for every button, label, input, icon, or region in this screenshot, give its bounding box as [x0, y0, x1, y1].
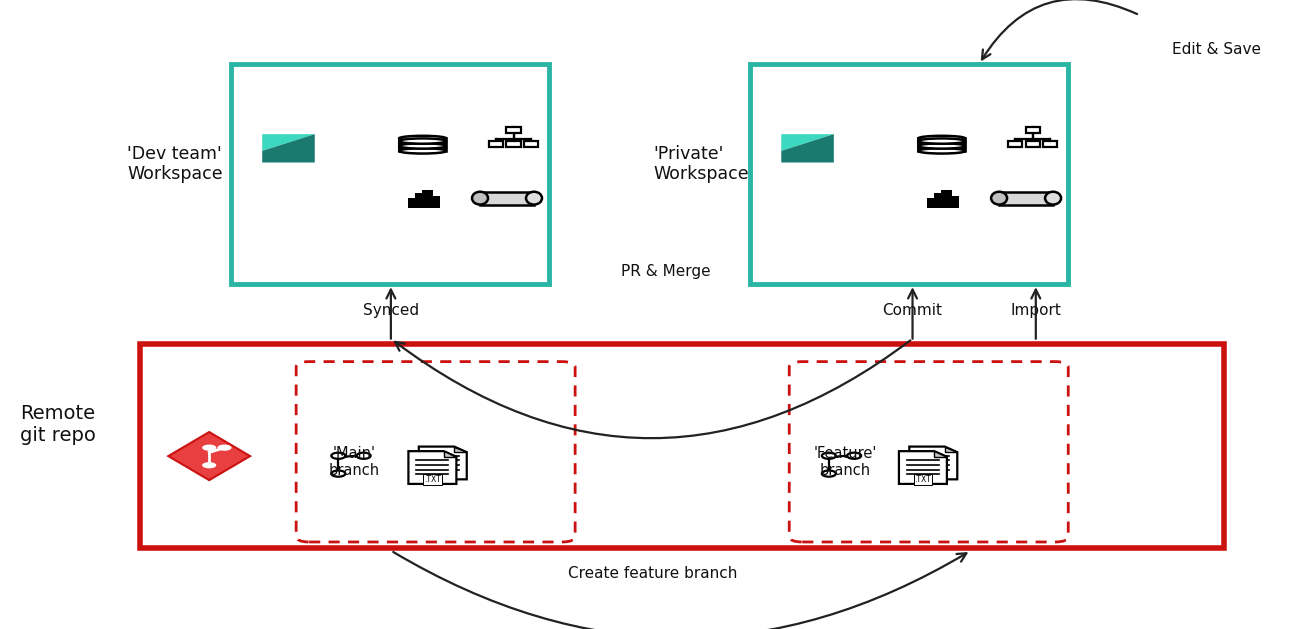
- Bar: [1008, 141, 1023, 147]
- Circle shape: [202, 462, 217, 469]
- Ellipse shape: [400, 146, 447, 151]
- Polygon shape: [168, 432, 249, 480]
- Bar: [918, 143, 965, 146]
- Text: 'Main'
branch: 'Main' branch: [329, 445, 380, 478]
- Text: 'Dev team'
Workspace: 'Dev team' Workspace: [128, 145, 223, 184]
- Text: 'Feature'
branch: 'Feature' branch: [814, 445, 876, 478]
- Bar: [415, 193, 426, 208]
- Polygon shape: [944, 447, 957, 452]
- Polygon shape: [419, 447, 466, 479]
- Bar: [400, 143, 447, 146]
- Ellipse shape: [918, 136, 965, 141]
- Bar: [400, 138, 447, 141]
- Ellipse shape: [400, 141, 447, 146]
- Bar: [1043, 141, 1057, 147]
- Polygon shape: [263, 134, 315, 162]
- Ellipse shape: [918, 143, 965, 148]
- Bar: [400, 148, 447, 151]
- Polygon shape: [909, 447, 957, 479]
- Bar: [409, 198, 419, 208]
- Text: PR & Merge: PR & Merge: [622, 264, 710, 279]
- Text: Edit & Save: Edit & Save: [1171, 42, 1262, 57]
- Ellipse shape: [918, 138, 965, 144]
- Text: Import: Import: [1011, 303, 1062, 318]
- FancyBboxPatch shape: [751, 64, 1068, 284]
- Text: Remote
git repo: Remote git repo: [20, 404, 95, 445]
- Polygon shape: [444, 451, 456, 457]
- Circle shape: [357, 453, 371, 459]
- Bar: [507, 141, 521, 147]
- Ellipse shape: [918, 141, 965, 146]
- Bar: [524, 141, 538, 147]
- Polygon shape: [934, 451, 947, 457]
- FancyBboxPatch shape: [231, 64, 550, 284]
- Bar: [428, 196, 440, 208]
- Ellipse shape: [526, 192, 542, 204]
- Ellipse shape: [471, 192, 488, 204]
- Polygon shape: [454, 447, 466, 452]
- Bar: [422, 191, 432, 208]
- Polygon shape: [781, 134, 833, 151]
- Bar: [1025, 127, 1040, 133]
- Ellipse shape: [400, 148, 447, 153]
- Bar: [948, 196, 959, 208]
- Ellipse shape: [1045, 192, 1060, 204]
- Polygon shape: [899, 451, 947, 484]
- Text: Commit: Commit: [883, 303, 943, 318]
- Text: Synced: Synced: [363, 303, 419, 318]
- Circle shape: [332, 453, 345, 459]
- FancyBboxPatch shape: [789, 362, 1068, 542]
- Text: .TXT: .TXT: [914, 475, 931, 484]
- Ellipse shape: [400, 136, 447, 141]
- Bar: [1025, 141, 1040, 147]
- Bar: [927, 198, 938, 208]
- Bar: [481, 192, 534, 204]
- Polygon shape: [263, 134, 315, 151]
- Circle shape: [848, 453, 861, 459]
- FancyBboxPatch shape: [141, 345, 1224, 548]
- Polygon shape: [409, 451, 456, 484]
- Circle shape: [821, 470, 836, 477]
- Polygon shape: [781, 134, 833, 162]
- Text: .TXT: .TXT: [435, 470, 451, 479]
- Ellipse shape: [918, 146, 965, 151]
- Circle shape: [202, 445, 217, 451]
- Ellipse shape: [991, 192, 1007, 204]
- Ellipse shape: [400, 138, 447, 144]
- Ellipse shape: [400, 143, 447, 148]
- Text: .TXT: .TXT: [925, 470, 942, 479]
- Circle shape: [332, 470, 345, 477]
- Text: 'Private'
Workspace: 'Private' Workspace: [653, 145, 748, 184]
- Bar: [942, 191, 952, 208]
- Bar: [488, 141, 503, 147]
- Bar: [918, 148, 965, 151]
- FancyBboxPatch shape: [296, 362, 575, 542]
- Circle shape: [217, 445, 231, 451]
- Ellipse shape: [918, 148, 965, 153]
- Text: Create feature branch: Create feature branch: [568, 566, 738, 581]
- Bar: [999, 192, 1053, 204]
- Bar: [918, 138, 965, 141]
- Bar: [934, 193, 946, 208]
- Text: .TXT: .TXT: [424, 475, 440, 484]
- Circle shape: [821, 453, 836, 459]
- Bar: [507, 127, 521, 133]
